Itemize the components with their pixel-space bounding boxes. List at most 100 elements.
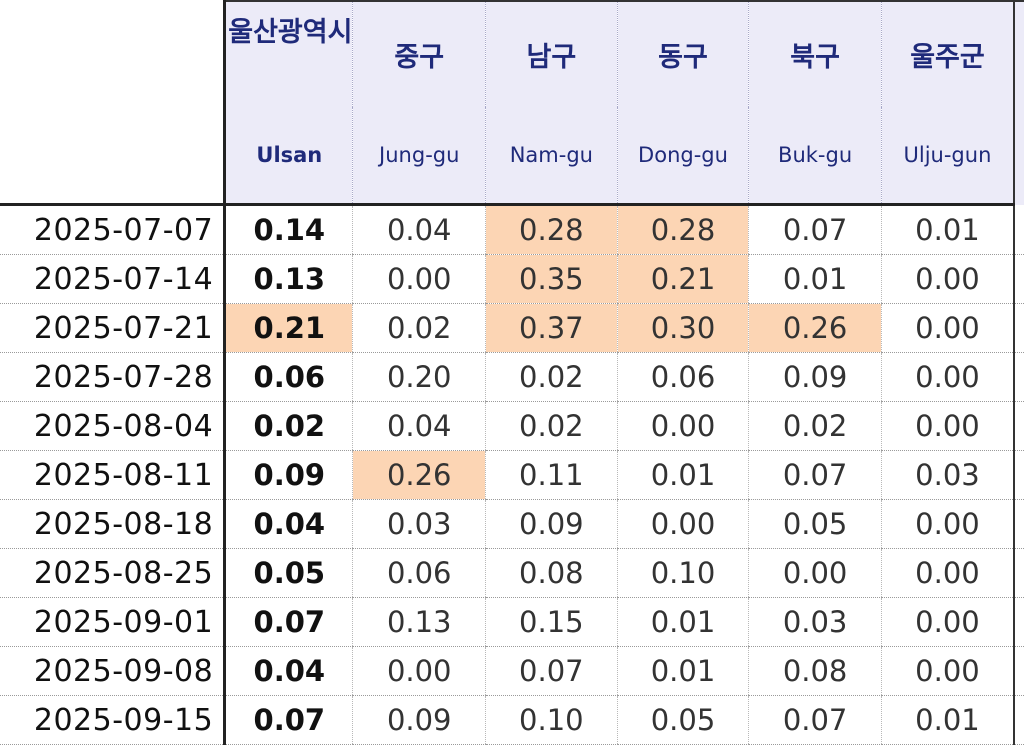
value-cell-ulju: 0.00 (880, 499, 1015, 549)
value-cell-ulju: 0.00 (880, 597, 1015, 647)
date-cell: 2025-07-14 (0, 254, 225, 304)
value-cell-buk: 0.07 (748, 695, 882, 745)
corner-cell (0, 107, 225, 206)
table-edge (1013, 401, 1024, 451)
value-cell-buk: 0.01 (748, 254, 882, 304)
date-cell: 2025-07-28 (0, 352, 225, 402)
table-edge (1013, 450, 1024, 500)
value-cell-dong: 0.21 (616, 254, 749, 304)
value-cell-nam: 0.09 (485, 499, 618, 549)
value-cell-ulju: 0.03 (880, 450, 1015, 500)
value-cell-nam: 0.11 (485, 450, 618, 500)
table-row: 2025-08-25 0.05 0.06 0.08 0.10 0.00 0.00 (0, 548, 1024, 598)
header-buk-ko: 북구 (748, 0, 882, 107)
value-cell-nam: 0.02 (485, 401, 618, 451)
date-cell: 2025-08-04 (0, 401, 225, 451)
value-cell-dong: 0.01 (616, 597, 749, 647)
value-cell-jung: 0.20 (352, 352, 486, 402)
table-row: 2025-08-18 0.04 0.03 0.09 0.00 0.05 0.00 (0, 499, 1024, 549)
date-cell: 2025-07-07 (0, 204, 225, 255)
table-edge (1013, 352, 1024, 402)
value-cell-jung: 0.04 (352, 204, 486, 255)
value-cell-dong: 0.28 (616, 204, 749, 255)
date-cell: 2025-08-18 (0, 499, 225, 549)
value-cell-nam: 0.02 (485, 352, 618, 402)
value-cell-jung: 0.02 (352, 303, 486, 353)
value-cell-nam: 0.28 (485, 204, 618, 255)
value-cell-dong: 0.10 (616, 548, 749, 598)
value-cell-ulsan: 0.04 (223, 646, 353, 696)
value-cell-jung: 0.13 (352, 597, 486, 647)
date-cell: 2025-08-25 (0, 548, 225, 598)
value-cell-jung: 0.00 (352, 254, 486, 304)
value-cell-ulsan: 0.07 (223, 597, 353, 647)
value-cell-ulsan: 0.02 (223, 401, 353, 451)
value-cell-jung: 0.26 (352, 450, 486, 500)
value-cell-buk: 0.00 (748, 548, 882, 598)
header-dong-ko: 동구 (616, 0, 749, 107)
table-edge (1013, 303, 1024, 353)
value-cell-dong: 0.00 (616, 401, 749, 451)
date-cell: 2025-09-01 (0, 597, 225, 647)
table-row: 2025-07-14 0.13 0.00 0.35 0.21 0.01 0.00 (0, 254, 1024, 304)
header-dong-en: Dong-gu (616, 107, 749, 206)
value-cell-nam: 0.08 (485, 548, 618, 598)
value-cell-buk: 0.08 (748, 646, 882, 696)
header-jung-ko: 중구 (352, 0, 486, 107)
value-cell-jung: 0.09 (352, 695, 486, 745)
value-cell-dong: 0.00 (616, 499, 749, 549)
header-ulju-ko: 울주군 (880, 0, 1015, 107)
table-row: 2025-07-28 0.06 0.20 0.02 0.06 0.09 0.00 (0, 352, 1024, 402)
value-cell-jung: 0.04 (352, 401, 486, 451)
header-ulsan-ko: 울산광역시 (223, 0, 353, 107)
header-row-english: Ulsan Jung-gu Nam-gu Dong-gu Buk-gu Ulju… (0, 107, 1024, 206)
header-jung-en: Jung-gu (352, 107, 486, 206)
value-cell-dong: 0.05 (616, 695, 749, 745)
value-cell-ulsan: 0.07 (223, 695, 353, 745)
value-cell-dong: 0.01 (616, 646, 749, 696)
value-cell-buk: 0.09 (748, 352, 882, 402)
value-cell-ulju: 0.00 (880, 303, 1015, 353)
table-edge (1013, 646, 1024, 696)
value-cell-nam: 0.35 (485, 254, 618, 304)
header-buk-en: Buk-gu (748, 107, 882, 206)
value-cell-ulsan: 0.09 (223, 450, 353, 500)
header-nam-en: Nam-gu (485, 107, 618, 206)
value-cell-buk: 0.03 (748, 597, 882, 647)
table-row: 2025-07-07 0.14 0.04 0.28 0.28 0.07 0.01 (0, 204, 1024, 255)
value-cell-ulsan: 0.06 (223, 352, 353, 402)
value-cell-jung: 0.06 (352, 548, 486, 598)
value-cell-buk: 0.07 (748, 450, 882, 500)
date-cell: 2025-07-21 (0, 303, 225, 353)
value-cell-ulsan: 0.04 (223, 499, 353, 549)
table-row: 2025-07-21 0.21 0.02 0.37 0.30 0.26 0.00 (0, 303, 1024, 353)
table-edge (1013, 204, 1024, 255)
table-row: 2025-08-04 0.02 0.04 0.02 0.00 0.02 0.00 (0, 401, 1024, 451)
value-cell-nam: 0.37 (485, 303, 618, 353)
table-row: 2025-09-01 0.07 0.13 0.15 0.01 0.03 0.00 (0, 597, 1024, 647)
table-row: 2025-09-15 0.07 0.09 0.10 0.05 0.07 0.01 (0, 695, 1024, 745)
value-cell-dong: 0.30 (616, 303, 749, 353)
value-cell-buk: 0.05 (748, 499, 882, 549)
value-cell-buk: 0.02 (748, 401, 882, 451)
value-cell-dong: 0.06 (616, 352, 749, 402)
value-cell-ulju: 0.00 (880, 401, 1015, 451)
value-cell-ulju: 0.00 (880, 254, 1015, 304)
value-cell-nam: 0.07 (485, 646, 618, 696)
table-body: 2025-07-07 0.14 0.04 0.28 0.28 0.07 0.01 2025-0… (0, 204, 1024, 745)
value-cell-jung: 0.03 (352, 499, 486, 549)
value-cell-ulju: 0.00 (880, 548, 1015, 598)
table-row: 2025-09-08 0.04 0.00 0.07 0.01 0.08 0.00 (0, 646, 1024, 696)
corner-cell (0, 1, 225, 107)
table-edge (1013, 695, 1024, 745)
value-cell-buk: 0.26 (748, 303, 882, 353)
value-cell-ulju: 0.01 (880, 204, 1015, 255)
date-cell: 2025-09-08 (0, 646, 225, 696)
value-cell-ulsan: 0.21 (223, 303, 353, 353)
table-edge (1013, 107, 1024, 205)
value-cell-ulsan: 0.14 (223, 204, 353, 255)
table-edge (1013, 0, 1024, 107)
value-cell-ulsan: 0.13 (223, 254, 353, 304)
table-edge (1013, 548, 1024, 598)
